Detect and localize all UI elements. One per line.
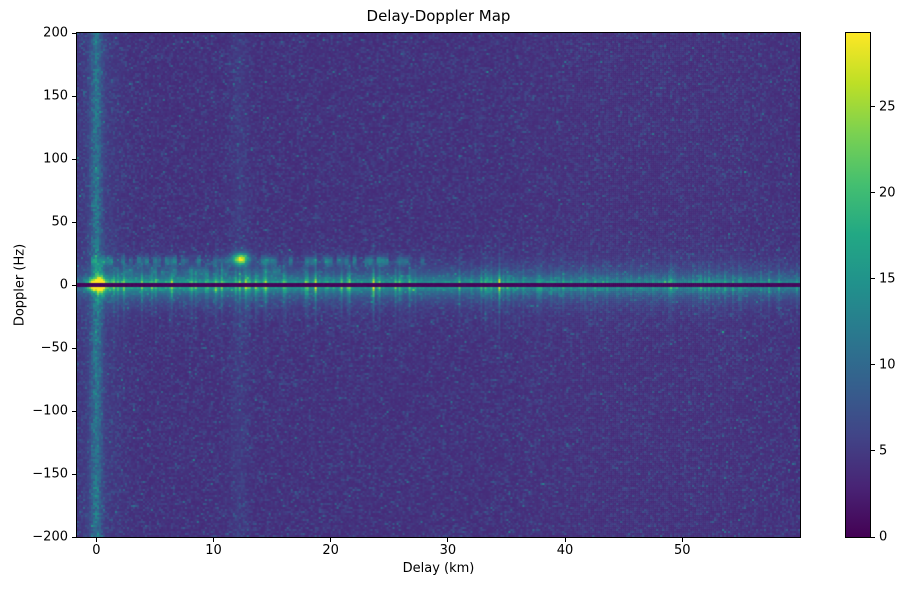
y-tick-mark [72,221,76,223]
chart-title: Delay-Doppler Map [366,7,511,25]
colorbar-tick-label: 0 [879,529,888,545]
y-axis-ticks [72,32,76,538]
colorbar-tick-mark [871,278,875,280]
y-tick-label: 0 [59,277,68,293]
colorbar-tick-label: 10 [879,357,896,373]
x-tick-mark [330,538,332,542]
x-tick-mark [95,538,97,542]
x-axis-label: Delay (km) [402,561,475,576]
colorbar-tick-mark [871,192,875,194]
y-tick-mark [72,32,76,34]
y-tick-label: −200 [32,529,68,545]
colorbar-tick-label: 5 [879,443,888,459]
heatmap-canvas [77,33,800,537]
colorbar [845,32,871,538]
plot-area [76,32,801,538]
colorbar-tick-labels: 0 5 10 15 20 25 [879,33,907,544]
x-axis-ticks [77,538,800,542]
y-tick-label: −150 [32,466,68,482]
y-tick-mark [72,536,76,538]
x-tick-mark [564,538,566,542]
x-tick-mark [447,538,449,542]
colorbar-tick-label: 20 [879,185,896,201]
y-tick-mark [72,347,76,349]
colorbar-tick-label: 15 [879,271,896,287]
y-axis-label: Doppler (Hz) [12,243,28,327]
y-tick-label: −50 [40,340,68,356]
y-tick-mark [72,95,76,97]
y-tick-mark [72,158,76,160]
x-tick-mark [213,538,215,542]
x-tick-label: 30 [439,543,457,558]
y-tick-mark [72,410,76,412]
colorbar-tick-mark [871,536,875,538]
colorbar-ticks [871,33,875,538]
x-tick-label: 50 [673,543,691,558]
y-tick-label: 150 [43,88,68,104]
y-tick-label: 50 [51,214,68,230]
x-tick-mark [681,538,683,542]
x-tick-label: 40 [556,543,574,558]
x-tick-label: 0 [92,543,101,558]
colorbar-tick-mark [871,450,875,452]
y-tick-label: 200 [43,25,68,41]
y-tick-label: 100 [43,151,68,167]
y-tick-mark [72,284,76,286]
x-axis-tick-labels: 0 10 20 30 40 50 [77,543,800,558]
y-tick-mark [72,473,76,475]
x-tick-label: 20 [322,543,339,558]
colorbar-tick-mark [871,364,875,366]
y-tick-label: −100 [32,403,68,419]
y-axis-tick-labels: 200 150 100 50 0 −50 −100 −150 −200 [0,26,68,545]
colorbar-tick-label: 25 [879,99,896,115]
x-tick-label: 10 [205,543,222,558]
colorbar-tick-mark [871,106,875,108]
